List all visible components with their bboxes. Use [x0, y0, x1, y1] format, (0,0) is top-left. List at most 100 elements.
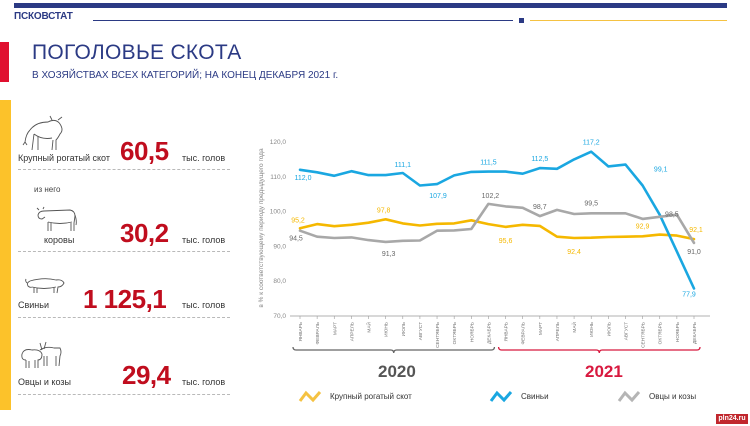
x-tick-label: АПРЕЛЬ: [349, 322, 355, 341]
data-label: 91,0: [687, 249, 701, 256]
data-label: 92,9: [636, 223, 650, 230]
data-label: 94,5: [289, 236, 303, 243]
x-tick-label: ФЕВРАЛЬ: [315, 322, 321, 345]
cow-icon: [36, 206, 77, 231]
y-axis-label: в % к соответствующему периоду предыдуще…: [258, 148, 265, 308]
x-tick-label: ФЕВРАЛЬ: [521, 322, 527, 345]
data-label: 111,1: [395, 162, 412, 169]
x-tick-label: ДЕКАБРЬ: [692, 322, 698, 344]
data-label: 98,5: [665, 212, 679, 219]
stat-value: 29,4: [122, 360, 171, 390]
x-tick-label: НОЯБРЬ: [675, 322, 681, 342]
legend-item-sheep-goats: Овцы и козы: [617, 389, 696, 403]
x-tick-label: ИЮНЬ: [589, 322, 595, 337]
data-label: 107,9: [429, 193, 447, 200]
legend-swatch-cattle: [298, 390, 322, 403]
stat-divider: [18, 251, 230, 252]
year-bracket-2021: [497, 346, 701, 354]
x-tick-label: ИЮЛЬ: [606, 322, 612, 336]
data-label: 117,2: [583, 140, 600, 147]
header-square: [519, 18, 524, 23]
y-tick-label: 90,0: [273, 243, 286, 250]
x-tick-label: АПРЕЛЬ: [555, 322, 561, 341]
x-tick-label: АВГУСТ: [623, 322, 629, 340]
legend-item-cattle: Крупный рогатый скот: [298, 389, 412, 403]
stat-value: 30,2: [120, 218, 169, 248]
y-tick-label: 110,0: [270, 174, 286, 181]
data-label: 102,2: [482, 193, 500, 200]
stat-label: Крупный рогатый скот: [18, 153, 110, 163]
series-line-1: [298, 150, 696, 290]
data-label: 77,9: [682, 292, 696, 299]
pig-icon: [25, 278, 65, 294]
stat-pigs: Свиньи 1 125,1 тыс. голов: [18, 275, 234, 325]
data-label: 92,1: [689, 227, 703, 234]
stat-unit: тыс. голов: [182, 153, 226, 163]
header-rule-blue: [93, 20, 513, 21]
data-label: 112,0: [295, 175, 312, 182]
x-tick-label: МАЙ: [365, 321, 373, 332]
x-tick-label: МАЙ: [570, 321, 578, 332]
stat-sheep-goats: Овцы и козы 29,4 тыс. голов: [18, 340, 234, 395]
y-tick-label: 70,0: [273, 313, 286, 320]
y-tick-label: 80,0: [273, 278, 286, 285]
sub-note: из него: [34, 185, 61, 194]
legend-label: Свиньи: [521, 391, 549, 401]
stat-unit: тыс. голов: [182, 377, 226, 387]
data-label: 112,5: [531, 156, 548, 163]
x-tick-label: АВГУСТ: [418, 322, 424, 340]
data-label: 111,5: [480, 160, 497, 167]
stat-label: коровы: [44, 235, 75, 245]
data-label: 98,7: [533, 204, 547, 211]
year-bracket-2020: [292, 346, 496, 354]
x-tick-label: ЯНВАРЬ: [298, 322, 304, 342]
stat-divider: [18, 394, 230, 395]
series-line-2: [298, 202, 696, 245]
x-tick-label: ОКТЯБРЬ: [452, 322, 458, 344]
stat-unit: тыс. голов: [182, 300, 226, 310]
y-tick-label: 120,0: [270, 139, 287, 146]
legend-label: Крупный рогатый скот: [330, 391, 412, 401]
stat-label: Овцы и козы: [18, 377, 71, 387]
cattle-icon: [22, 115, 63, 151]
legend-swatch-sheep-goats: [617, 390, 641, 403]
legend-item-pigs: Свиньи: [489, 389, 549, 403]
top-bar: [14, 3, 727, 8]
data-label: 99,1: [654, 167, 668, 174]
stat-value: 60,5: [120, 136, 169, 166]
stat-label: Свиньи: [18, 300, 49, 310]
watermark: pln24.ru: [716, 414, 748, 424]
stat-cows: коровы 30,2 тыс. голов: [18, 205, 234, 255]
page-subtitle: В ХОЗЯЙСТВАХ ВСЕХ КАТЕГОРИЙ; НА КОНЕЦ ДЕ…: [32, 70, 339, 81]
legend-label: Овцы и козы: [649, 391, 697, 401]
page-title: ПОГОЛОВЬЕ СКОТА: [32, 41, 242, 64]
stat-unit: тыс. голов: [182, 235, 226, 245]
data-label: 95,6: [499, 238, 513, 245]
header-rule-yellow: [530, 20, 727, 21]
org-name: ПСКОВСТАТ: [14, 11, 73, 22]
data-label: 97,8: [377, 207, 391, 214]
year-label-2021: 2021: [585, 362, 623, 381]
legend-swatch-pigs: [489, 390, 513, 403]
data-label: 95,2: [291, 217, 305, 224]
x-tick-label: МАРТ: [538, 322, 544, 335]
x-tick-label: ДЕКАБРЬ: [486, 322, 492, 344]
x-tick-label: МАРТ: [332, 322, 338, 335]
x-tick-label: СЕНТЯБРЬ: [435, 322, 441, 348]
x-tick-label: ИЮНЬ: [384, 322, 390, 337]
stat-divider: [18, 169, 230, 170]
data-label: 99,5: [584, 200, 598, 207]
sheep-goat-icon: [21, 341, 62, 368]
data-label: 92,4: [567, 249, 581, 256]
stat-cattle: Крупный рогатый скот 60,5 тыс. голов: [18, 112, 234, 172]
stat-divider: [18, 317, 230, 318]
series-line-0: [298, 218, 696, 241]
stat-value: 1 125,1: [83, 284, 167, 314]
year-label-2020: 2020: [378, 362, 416, 381]
x-tick-label: ОКТЯБРЬ: [658, 322, 664, 344]
x-tick-label: ИЮЛЬ: [401, 322, 407, 336]
x-tick-label: СЕНТЯБРЬ: [641, 322, 647, 348]
x-tick-label: НОЯБРЬ: [469, 322, 475, 342]
x-tick-label: ЯНВАРЬ: [504, 322, 510, 342]
title-accent: [0, 42, 9, 82]
